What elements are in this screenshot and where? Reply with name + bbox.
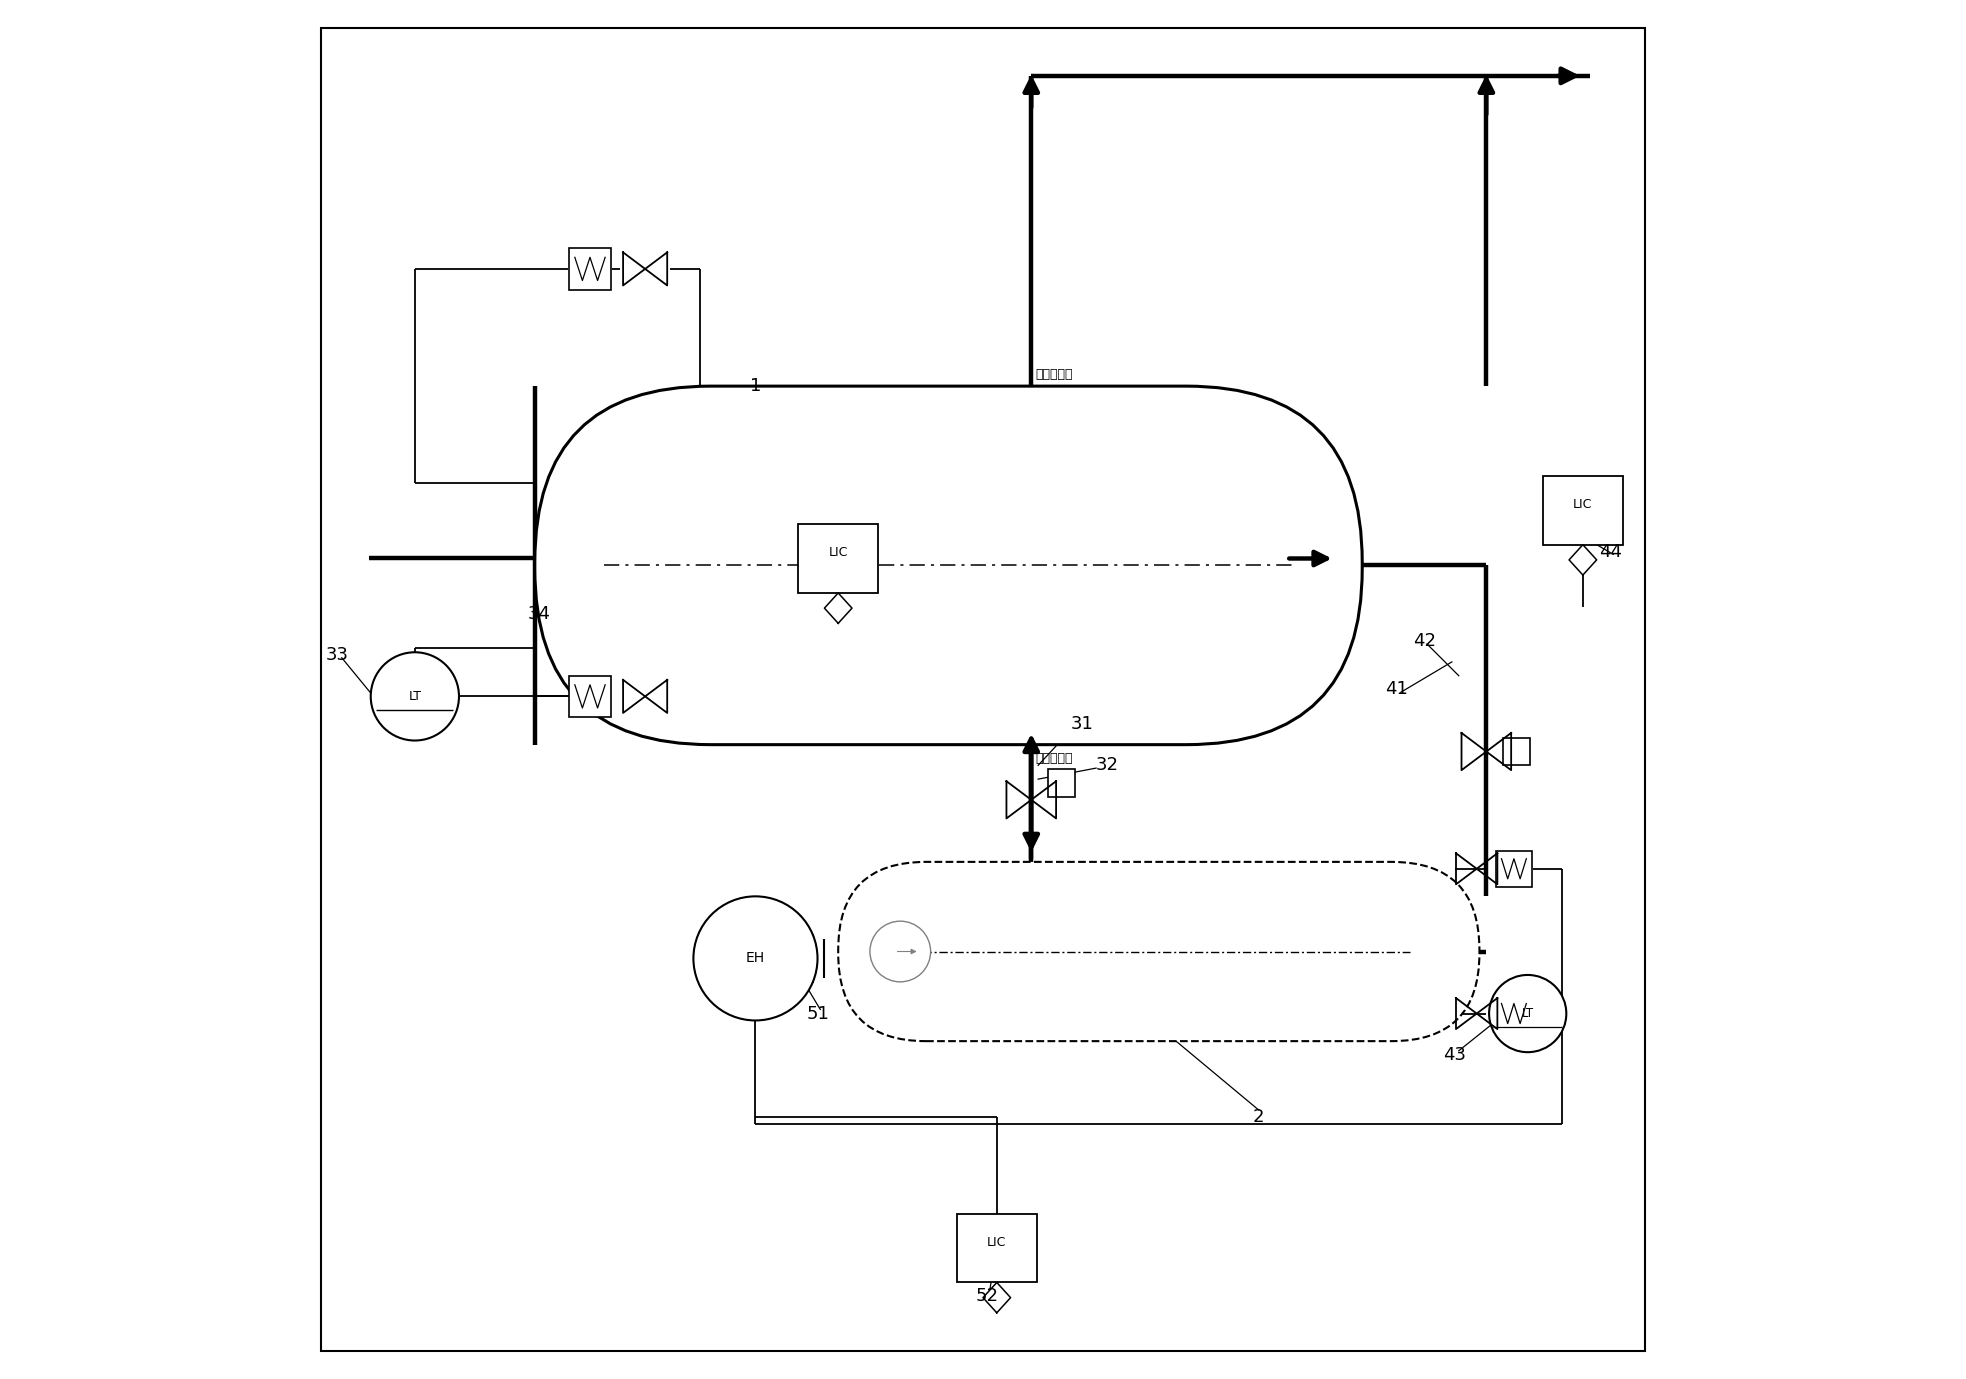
Text: LT: LT [1522, 1007, 1533, 1020]
Text: LIC: LIC [987, 1236, 1007, 1249]
Text: 51: 51 [806, 1004, 830, 1023]
Bar [1502, 738, 1530, 765]
Text: 制冷剂出口: 制冷剂出口 [1036, 368, 1073, 381]
Circle shape [1488, 975, 1567, 1052]
Bar [1496, 851, 1532, 887]
Text: 52: 52 [975, 1287, 999, 1306]
Circle shape [372, 652, 458, 741]
Bar [570, 676, 611, 717]
Text: 41: 41 [1386, 680, 1408, 699]
Text: 31: 31 [1071, 714, 1093, 734]
Circle shape [869, 921, 930, 982]
Bar [957, 1214, 1036, 1282]
Text: EH: EH [745, 952, 765, 965]
Bar [1543, 476, 1622, 545]
Text: 42: 42 [1414, 632, 1435, 651]
Text: 2: 2 [1252, 1107, 1264, 1127]
FancyBboxPatch shape [838, 862, 1480, 1041]
Text: LT: LT [409, 690, 421, 703]
Polygon shape [824, 593, 851, 623]
Bar [1048, 769, 1075, 797]
Text: LIC: LIC [828, 546, 847, 560]
Bar [1496, 996, 1532, 1031]
Text: 制冷剂进口: 制冷剂进口 [1036, 752, 1073, 764]
Text: LIC: LIC [1573, 498, 1592, 512]
Text: 1: 1 [749, 376, 761, 396]
Text: 34: 34 [527, 604, 550, 623]
Text: 43: 43 [1443, 1045, 1467, 1065]
Bar [798, 524, 879, 593]
Text: 33: 33 [326, 645, 350, 665]
FancyBboxPatch shape [535, 386, 1362, 745]
Polygon shape [1569, 545, 1596, 575]
Text: 44: 44 [1598, 542, 1622, 561]
Polygon shape [983, 1282, 1011, 1313]
Text: 32: 32 [1095, 756, 1119, 775]
Bar [570, 248, 611, 290]
Circle shape [694, 896, 818, 1020]
